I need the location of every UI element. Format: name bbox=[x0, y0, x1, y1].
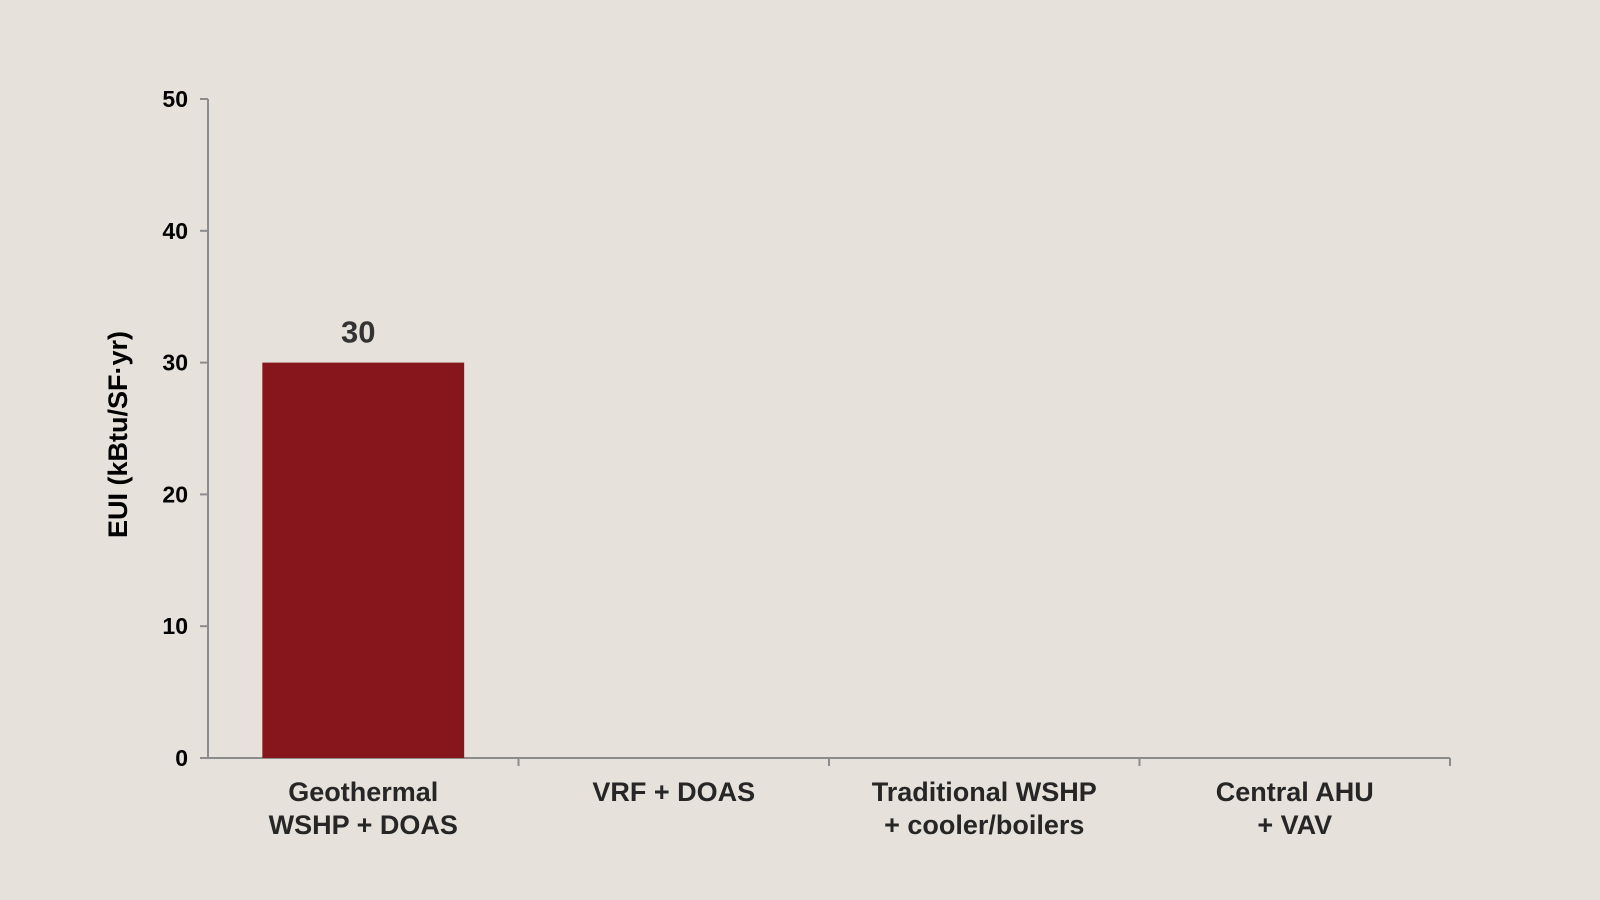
bar bbox=[262, 362, 465, 758]
y-axis-title: EUI (kBtu/SF·yr) bbox=[103, 331, 133, 538]
y-tick-label: 30 bbox=[162, 350, 188, 376]
x-category-label-line: + VAV bbox=[1257, 810, 1332, 840]
x-category-label-line: Traditional WSHP bbox=[872, 777, 1097, 807]
y-tick-label: 0 bbox=[175, 745, 188, 771]
x-category-label: Central AHU + VAV bbox=[1216, 777, 1374, 840]
y-tick-label: 40 bbox=[162, 218, 188, 244]
x-category-label-line: WSHP + DOAS bbox=[269, 810, 458, 840]
x-category-label: VRF + DOAS bbox=[592, 777, 755, 807]
x-category-label: Geothermal WSHP + DOAS bbox=[269, 777, 458, 840]
bars bbox=[262, 362, 465, 758]
y-axis: 0 10 20 30 40 50 bbox=[162, 86, 209, 771]
y-tick-label: 10 bbox=[162, 613, 188, 639]
x-category-label: Traditional WSHP + cooler/boilers bbox=[872, 777, 1097, 840]
x-category-label-line: + cooler/boilers bbox=[884, 810, 1084, 840]
bar-data-label: 30 bbox=[341, 315, 375, 350]
x-category-label-line: Central AHU bbox=[1216, 777, 1374, 807]
x-category-label-line: Geothermal bbox=[288, 777, 438, 807]
y-tick-label: 20 bbox=[162, 481, 188, 507]
x-category-label-line: VRF + DOAS bbox=[592, 777, 755, 807]
y-tick-label: 50 bbox=[162, 86, 188, 112]
data-labels: 30 bbox=[341, 315, 375, 350]
x-axis: Geothermal WSHP + DOAS VRF + DOAS Tradition… bbox=[208, 757, 1451, 840]
